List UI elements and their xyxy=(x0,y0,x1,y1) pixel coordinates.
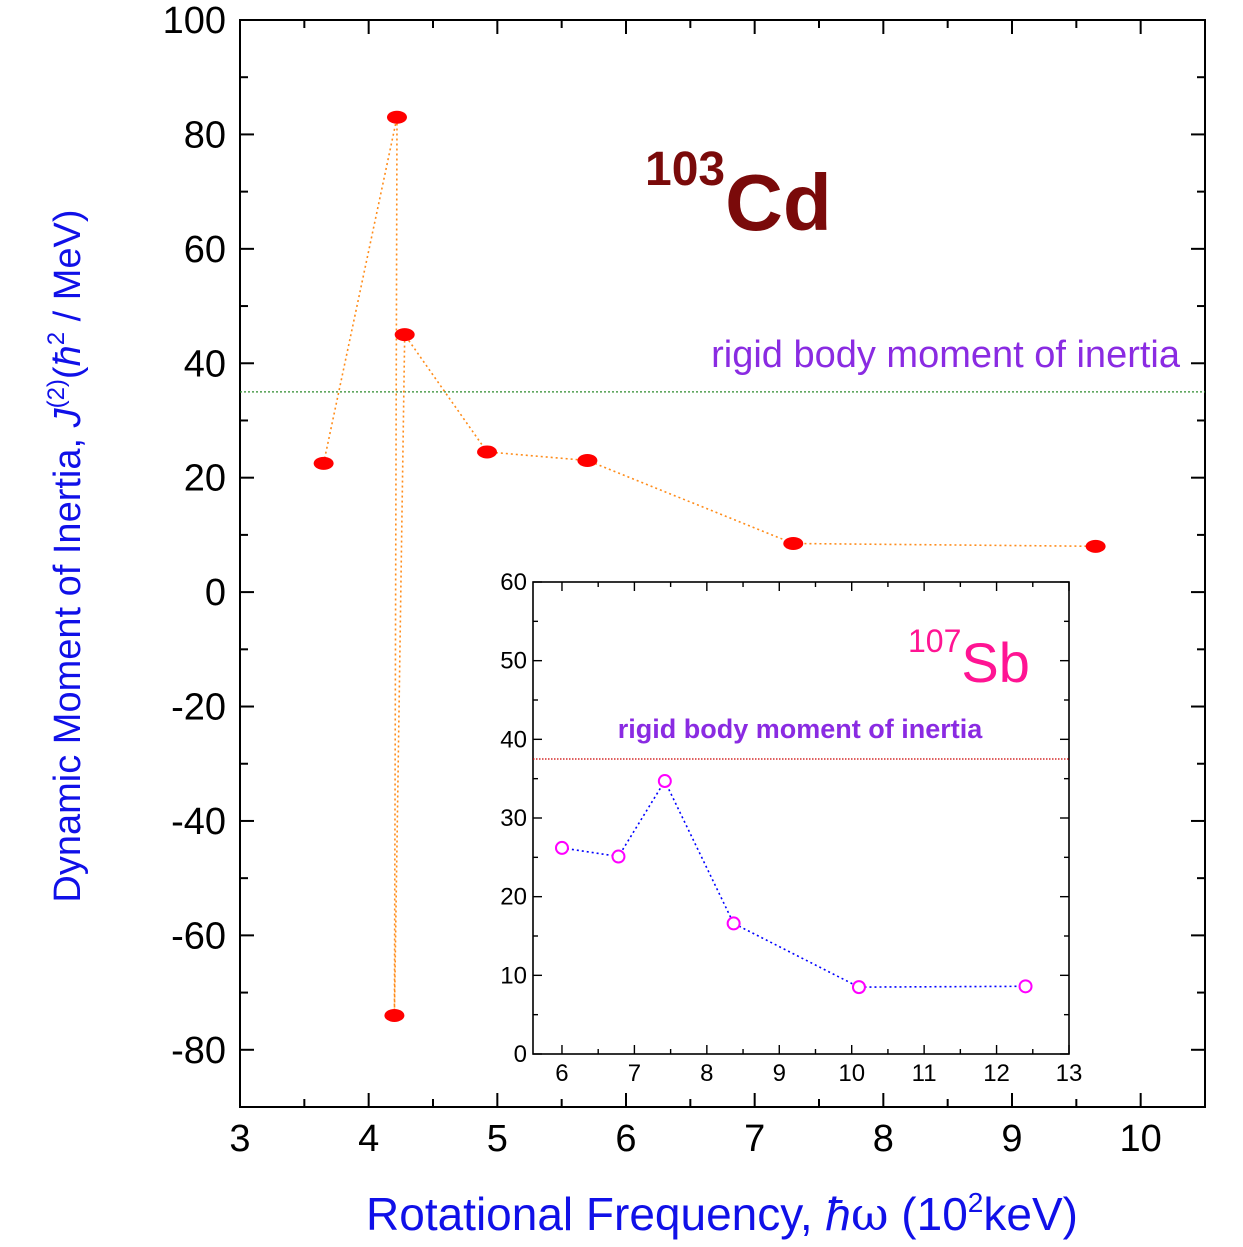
cd-mass-number: 103 xyxy=(645,143,725,196)
y-axis-label: Dynamic Moment of Inertia, J(2)(ħ2 / MeV… xyxy=(43,209,89,902)
inset-x-tick-label: 13 xyxy=(1056,1060,1083,1087)
main-y-tick-label: 20 xyxy=(184,458,226,500)
inset-data-point xyxy=(851,980,866,995)
y-axis-label-j: J xyxy=(47,407,89,428)
x-axis-label-hbar: ħ xyxy=(825,1188,851,1240)
inset-data-point xyxy=(611,849,626,864)
main-x-tick-label: 8 xyxy=(873,1118,894,1160)
y-axis-label-open: ( xyxy=(47,366,89,379)
main-y-tick-label: 60 xyxy=(184,229,226,271)
sb-mass-number: 107 xyxy=(908,623,961,659)
x-axis-label-sup: 2 xyxy=(968,1187,984,1218)
x-axis-label-unit: keV) xyxy=(983,1188,1078,1240)
x-axis-label-text: Rotational Frequency, xyxy=(366,1188,825,1240)
main-data-point xyxy=(313,456,334,470)
inset-y-tick-label: 20 xyxy=(500,884,527,911)
main-x-axis: 3 4 5 6 7 8 9 10 xyxy=(229,20,1162,1160)
x-axis-label-open: (10 xyxy=(889,1188,968,1240)
main-x-tick-label: 7 xyxy=(744,1118,765,1160)
main-y-tick-label: 100 xyxy=(163,0,226,42)
y-axis-label-sup2: 2 xyxy=(43,332,70,345)
inset-y-tick-label: 30 xyxy=(500,805,527,832)
x-axis-label: Rotational Frequency, ħω (102keV) xyxy=(366,1187,1078,1241)
main-y-tick-label: 80 xyxy=(184,114,226,156)
inset-plot: 6 7 8 9 10 11 12 13 0 10 20 30 40 50 60 rigid body mo… xyxy=(500,569,1082,1087)
y-axis-label-unit: / MeV) xyxy=(47,209,89,331)
inset-x-tick-label: 10 xyxy=(838,1060,865,1087)
main-x-tick-label: 9 xyxy=(1001,1118,1022,1160)
main-x-tick-label: 10 xyxy=(1120,1118,1162,1160)
main-series-line xyxy=(322,117,1096,1016)
main-series-line xyxy=(322,117,1096,1016)
inset-y-axis: 0 10 20 30 40 50 60 xyxy=(500,569,1069,1068)
nucleus-label-sb: 107Sb xyxy=(908,623,1030,694)
nucleus-label-cd: 103Cd xyxy=(645,143,832,247)
cd-symbol: Cd xyxy=(725,158,832,247)
main-x-tick-label: 4 xyxy=(358,1118,379,1160)
main-data-point xyxy=(477,445,498,459)
inset-y-tick-label: 50 xyxy=(500,648,527,675)
inset-x-tick-label: 12 xyxy=(983,1060,1010,1087)
inset-rigid-body-label: rigid body moment of inertia xyxy=(618,714,983,744)
main-y-tick-label: -20 xyxy=(171,687,226,729)
y-axis-label-sup1: (2) xyxy=(43,379,70,408)
sb-symbol: Sb xyxy=(961,631,1030,694)
main-data-point xyxy=(384,1008,405,1022)
inset-data-point xyxy=(1018,979,1033,994)
y-axis-label-text: Dynamic Moment of Inertia, xyxy=(47,427,89,902)
main-data-point xyxy=(386,110,407,124)
inset-series-points xyxy=(554,774,1033,995)
inset-y-tick-label: 0 xyxy=(514,1041,527,1068)
inset-x-tick-label: 7 xyxy=(628,1060,641,1087)
main-x-tick-label: 6 xyxy=(615,1118,636,1160)
inset-data-point xyxy=(554,840,569,855)
x-axis-label-omega: ω xyxy=(851,1187,889,1241)
inset-x-tick-label: 9 xyxy=(773,1060,786,1087)
main-series-points xyxy=(313,110,1106,1022)
main-plot-frame xyxy=(239,19,1206,1108)
main-y-tick-label: -40 xyxy=(171,801,226,843)
main-data-point xyxy=(394,328,415,342)
main-x-tick-label: 3 xyxy=(229,1118,250,1160)
inset-y-tick-label: 60 xyxy=(500,569,527,596)
inset-data-point xyxy=(657,774,672,789)
inset-x-tick-label: 11 xyxy=(912,1060,937,1087)
main-y-tick-label: 0 xyxy=(205,572,226,614)
inset-y-tick-label: 40 xyxy=(500,726,527,753)
inset-x-tick-label: 6 xyxy=(555,1060,568,1087)
main-data-point xyxy=(577,454,598,468)
inset-x-tick-label: 8 xyxy=(700,1060,713,1087)
inset-plot-frame xyxy=(532,581,1070,1055)
main-y-tick-label: -80 xyxy=(171,1030,226,1072)
main-y-tick-label: -60 xyxy=(171,915,226,957)
main-data-point xyxy=(1085,539,1106,553)
main-rigid-body-label: rigid body moment of inertia xyxy=(711,334,1181,376)
inset-data-point xyxy=(726,916,741,931)
main-x-tick-label: 5 xyxy=(487,1118,508,1160)
y-axis-label-hbar: ħ xyxy=(47,345,89,366)
main-y-tick-label: 40 xyxy=(184,343,226,385)
inset-y-tick-label: 10 xyxy=(500,962,527,989)
inset-x-axis: 6 7 8 9 10 11 12 13 xyxy=(555,582,1082,1087)
main-data-point xyxy=(783,536,804,550)
